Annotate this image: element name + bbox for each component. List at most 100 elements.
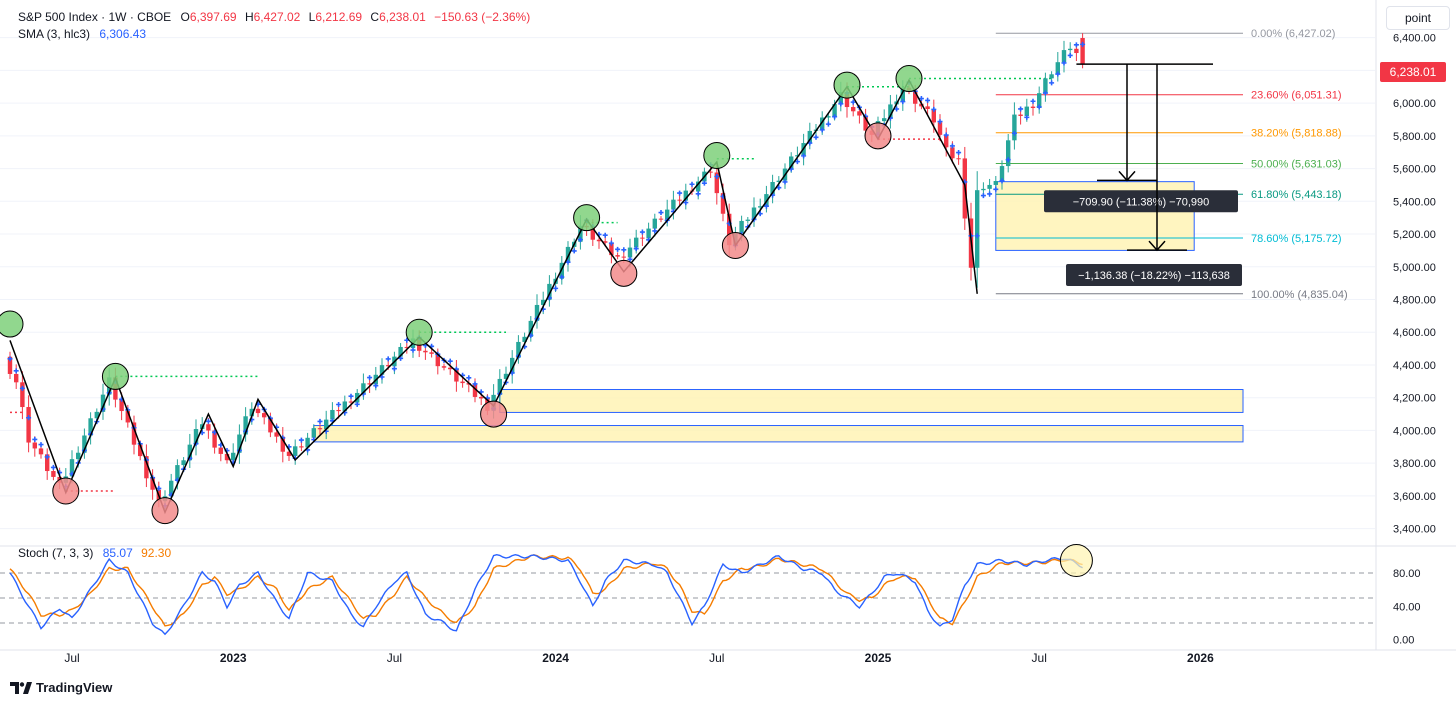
candle-body: [758, 206, 763, 208]
candle-body: [398, 346, 403, 357]
candle-body: [826, 116, 831, 118]
sma-marker: [379, 374, 385, 380]
stoch-d-line: [9, 554, 1083, 627]
sma-marker: [801, 153, 807, 159]
ohlc-header: S&P 500 Index · 1W · CBOE O6,397.69 H6,4…: [18, 10, 530, 24]
sma-legend[interactable]: SMA (3, hlc3) 6,306.43: [18, 27, 146, 41]
sma-marker: [1080, 41, 1086, 47]
swing-low-marker: [52, 477, 80, 505]
stoch-legend[interactable]: Stoch (7, 3, 3) 85.07 92.30: [18, 546, 171, 560]
candle-body: [231, 452, 236, 461]
sma-marker: [336, 401, 342, 407]
candle-body: [69, 459, 75, 477]
sma-marker: [937, 119, 943, 125]
sma-marker: [317, 418, 323, 424]
price-tick-label: 5,200.00: [1393, 229, 1436, 241]
candle-body: [1080, 38, 1085, 65]
candle-body: [274, 432, 279, 437]
sma-marker: [918, 96, 924, 102]
sma-value: 6,306.43: [99, 27, 147, 41]
candle-body: [646, 228, 651, 239]
price-unit-button[interactable]: point: [1386, 6, 1450, 30]
candle-body: [770, 181, 775, 195]
sma-marker: [639, 229, 645, 235]
price-tick-label: 4,600.00: [1393, 327, 1436, 339]
sma-marker: [1073, 42, 1079, 48]
candle-body: [503, 373, 509, 379]
candle-body: [727, 213, 732, 246]
close-label: C: [370, 10, 380, 24]
sma-marker: [32, 436, 38, 442]
candle-body: [472, 384, 478, 397]
candle-body: [559, 262, 564, 279]
sma-marker: [608, 240, 614, 246]
sma-marker: [1005, 157, 1011, 163]
price-tick-label: 5,000.00: [1393, 262, 1436, 274]
sma-marker: [466, 375, 472, 381]
price-tick-label: 5,600.00: [1393, 164, 1436, 176]
candle-body: [652, 218, 657, 229]
candle-body: [565, 246, 571, 263]
sma-marker: [832, 114, 838, 120]
candle-body: [100, 394, 106, 412]
candle-body: [94, 411, 99, 419]
sma-marker: [850, 99, 856, 105]
sma-marker: [825, 121, 831, 127]
sma-marker: [1036, 104, 1042, 110]
candle-body: [776, 180, 781, 182]
brand-name: TradingView: [36, 680, 113, 695]
candle-body: [187, 444, 192, 461]
open-label: O: [180, 10, 190, 24]
sma-marker: [615, 246, 621, 252]
sma-marker: [974, 233, 980, 239]
measure-label-box: [1066, 263, 1242, 286]
sma-marker: [50, 464, 56, 470]
candle-body: [975, 190, 980, 268]
candle-body: [931, 108, 936, 123]
sma-marker: [627, 256, 633, 262]
sma-marker: [354, 401, 360, 407]
candle-body: [14, 373, 19, 383]
sma-marker: [621, 247, 627, 253]
sma-marker: [931, 106, 937, 112]
candle-body: [603, 241, 608, 243]
sma-marker: [1030, 98, 1036, 104]
candle-body: [51, 471, 56, 477]
candle-body: [88, 418, 93, 436]
candle-body: [131, 422, 137, 445]
candle-body: [671, 199, 676, 210]
candle-body: [32, 442, 37, 449]
swing-high-marker: [405, 318, 433, 346]
candle-body: [590, 227, 595, 240]
sma-marker: [999, 178, 1005, 184]
sma-marker: [993, 186, 999, 192]
price-tick-label: 5,400.00: [1393, 196, 1436, 208]
candle-body: [789, 156, 794, 169]
candle-body: [441, 366, 447, 368]
candle-body: [807, 130, 812, 144]
sma-marker: [695, 191, 701, 197]
candle-body: [330, 409, 335, 420]
candle-body: [237, 434, 242, 453]
high-value: 6,427.02: [253, 10, 301, 24]
candle-body: [609, 242, 614, 256]
stoch-k-line: [9, 553, 1083, 636]
sma-marker: [813, 134, 819, 140]
support-zone: [313, 425, 1244, 443]
fib-level-label: 61.80% (5,443.18): [1251, 189, 1342, 201]
zigzag-line: [9, 78, 978, 515]
support-zone: [499, 389, 1244, 413]
candle-body: [1012, 114, 1017, 141]
symbol-title[interactable]: S&P 500 Index · 1W · CBOE: [18, 10, 172, 24]
price-tick-label: 4,200.00: [1393, 393, 1436, 405]
candle-body: [169, 480, 174, 497]
candle-body: [795, 155, 800, 157]
sma-marker: [652, 228, 658, 234]
candle-body: [454, 369, 459, 382]
candle-body: [919, 103, 924, 107]
candle-body: [696, 181, 701, 192]
swing-low-marker: [864, 122, 892, 150]
sma-marker: [1055, 71, 1061, 77]
candle-body: [317, 428, 323, 430]
